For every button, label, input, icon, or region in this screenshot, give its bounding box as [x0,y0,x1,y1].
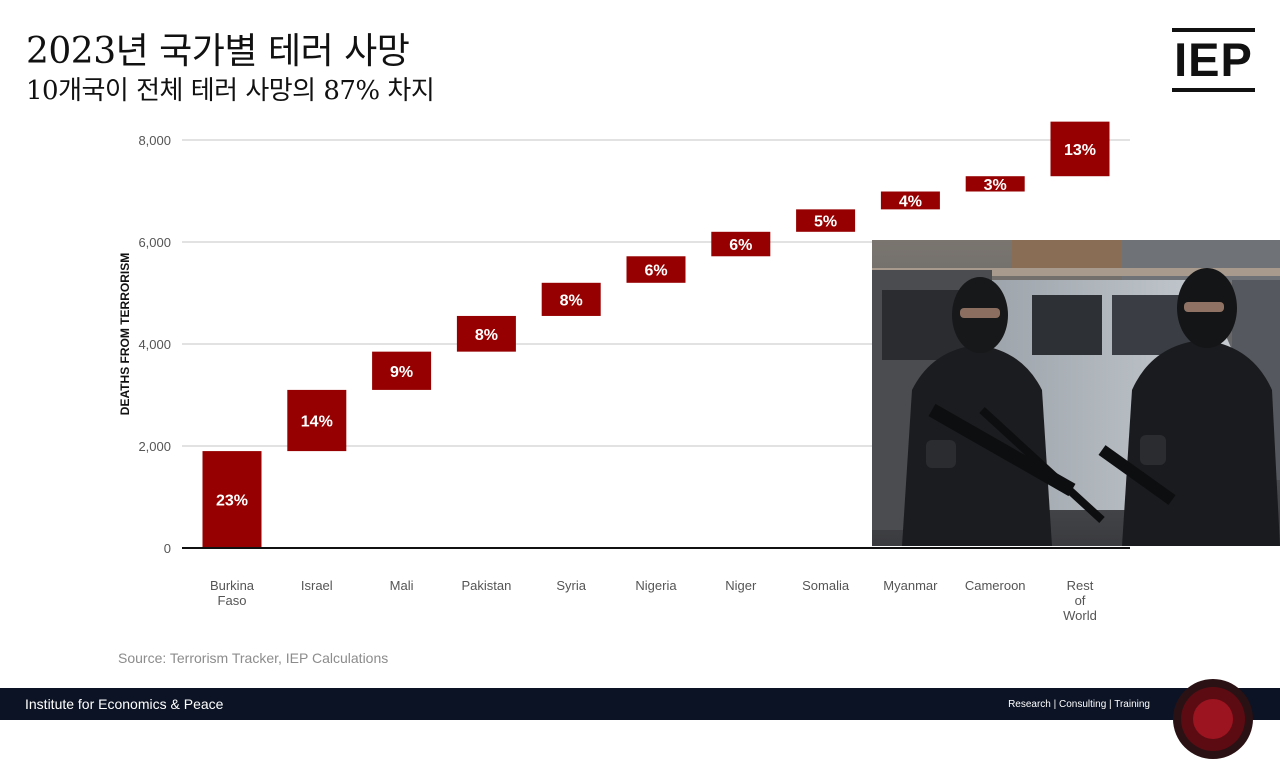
footer-tagline: Research | Consulting | Training [1008,699,1150,710]
x-tick-label-line: Pakistan [461,578,511,593]
x-tick-label-line: of [1075,593,1086,608]
bar-data-label: 23% [216,493,248,510]
y-tick-label: 6,000 [138,235,171,250]
logo-top-rule [1172,28,1255,32]
x-tick-label-line: Syria [556,578,586,593]
x-tick-label: Syria [556,578,586,593]
bar [880,191,940,210]
y-tick-label: 0 [164,541,171,556]
footer-org-name: Institute for Economics & Peace [25,696,224,712]
x-tick-label-line: Burkina [210,578,255,593]
bar [796,209,856,232]
footer-bar: Institute for Economics & Peace Research… [0,679,1280,759]
bar-data-label: 8% [475,327,498,344]
x-tick-label: Burkina Faso [210,578,255,608]
x-tick-label-line: Somalia [802,578,850,593]
bar [711,231,771,257]
x-tick-label-line: Rest [1067,578,1094,593]
bar-data-label: 3% [984,177,1007,194]
footer-decorative-dial [1173,679,1253,759]
bar-data-label: 4% [899,193,922,210]
x-tick-label-line: Faso [218,593,247,608]
y-axis-label: DEATHS FROM TERRORISM [118,253,132,415]
bar-data-label: 8% [560,292,583,309]
logo-wordmark: IEP [1174,33,1253,86]
bar [965,176,1025,192]
bar [541,282,601,316]
x-tick-label: Mali [390,578,414,593]
bar [287,389,347,452]
bar-data-label: 9% [390,364,413,381]
page-title: 2023년 국가별 테러 사망 [26,31,410,72]
bar [202,451,262,548]
x-tick-label-line: Myanmar [883,578,938,593]
page-subtitle: 10개국이 전체 테러 사망의 87% 차지 [26,76,435,106]
x-tick-label-line: Nigeria [635,578,677,593]
x-tick-label: Rest of World [1063,578,1097,623]
bar-data-label: 6% [644,263,667,280]
iep-logo: IEP [1172,28,1255,92]
bar [1050,121,1110,177]
bar-data-label: 6% [729,237,752,254]
x-tick-label: Myanmar [883,578,938,593]
bar-data-label: 13% [1064,142,1096,159]
bar-data-label: 14% [301,414,333,431]
x-tick-label: Somalia [802,578,850,593]
x-tick-label: Cameroon [965,578,1026,593]
bar [456,315,516,352]
x-tick-label: Nigeria [635,578,677,593]
x-tick-label: Niger [725,578,757,593]
chart-source: Source: Terrorism Tracker, IEP Calculati… [118,650,389,666]
logo-bottom-rule [1172,88,1255,92]
y-tick-label: 2,000 [138,439,171,454]
bar [372,351,432,390]
y-tick-label: 8,000 [138,133,171,148]
x-tick-label: Pakistan [461,578,511,593]
bar-data-label: 5% [814,214,837,231]
y-tick-label: 4,000 [138,337,171,352]
x-tick-label-line: Niger [725,578,757,593]
x-tick-label-line: World [1063,608,1097,623]
x-tick-label: Israel [301,578,333,593]
x-tick-label-line: Cameroon [965,578,1026,593]
x-tick-label-line: Israel [301,578,333,593]
x-tick-label-line: Mali [390,578,414,593]
security-forces-photo [872,240,1280,546]
bar [626,256,686,283]
